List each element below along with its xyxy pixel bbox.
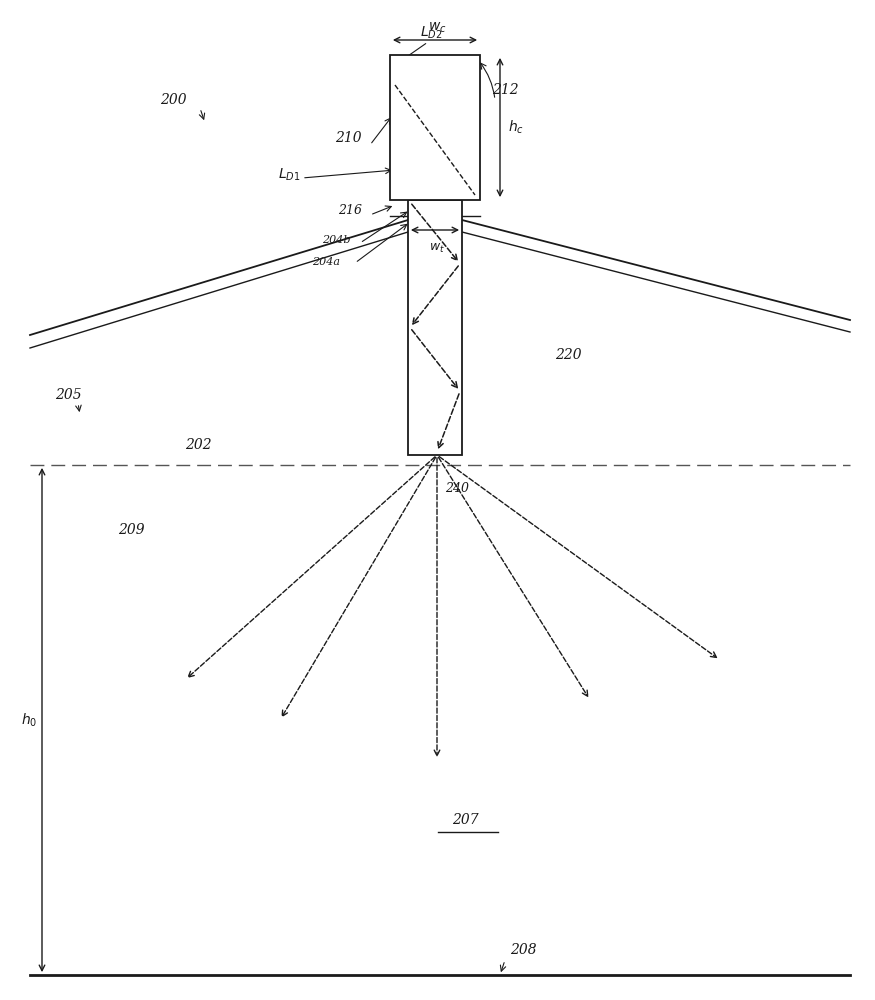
Bar bbox=[408, 200, 462, 455]
Text: 205: 205 bbox=[55, 388, 81, 402]
Text: 202: 202 bbox=[185, 438, 212, 452]
Text: $w_c$: $w_c$ bbox=[428, 21, 446, 35]
Text: $L_{D1}$: $L_{D1}$ bbox=[277, 167, 300, 183]
Text: $w_t$: $w_t$ bbox=[429, 242, 445, 255]
Text: 207: 207 bbox=[452, 813, 479, 827]
Text: 240: 240 bbox=[445, 482, 469, 494]
Text: 216: 216 bbox=[338, 204, 362, 217]
Text: $h_0$: $h_0$ bbox=[21, 711, 37, 729]
Text: 204a: 204a bbox=[312, 257, 340, 267]
Text: 212: 212 bbox=[492, 83, 519, 97]
Text: 210: 210 bbox=[335, 131, 361, 145]
Text: 220: 220 bbox=[555, 348, 582, 362]
Text: $L_{D2}$: $L_{D2}$ bbox=[420, 25, 443, 41]
Text: 208: 208 bbox=[510, 943, 536, 957]
Text: $h_c$: $h_c$ bbox=[508, 119, 524, 136]
Bar bbox=[390, 55, 480, 200]
Text: 200: 200 bbox=[160, 93, 186, 107]
Text: 204b: 204b bbox=[322, 235, 351, 245]
Text: 209: 209 bbox=[118, 523, 144, 537]
